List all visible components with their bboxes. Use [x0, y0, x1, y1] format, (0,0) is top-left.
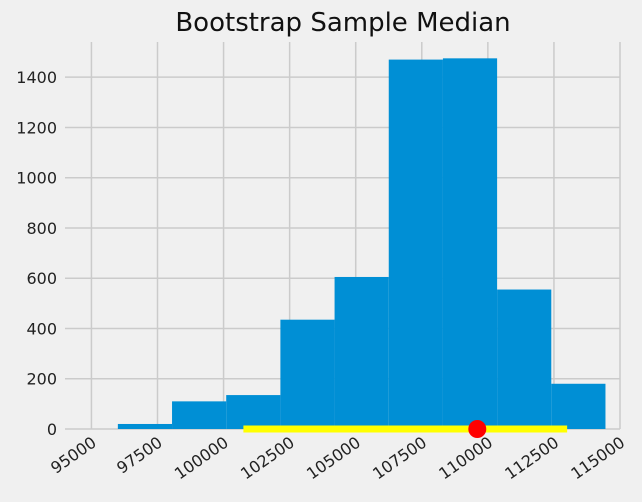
histogram-bars: [117, 58, 606, 430]
x-tick-label: 100000: [171, 433, 232, 484]
x-tick-label: 107500: [369, 433, 430, 484]
x-tick-label: 105000: [303, 433, 364, 484]
y-tick-label: 0: [47, 420, 57, 439]
x-tick-label: 115000: [567, 433, 628, 484]
chart-title: Bootstrap Sample Median: [175, 8, 510, 38]
y-tick-label: 800: [26, 219, 57, 238]
x-tick-labels: 95000 97500 100000 102500 105000 107500 110000…: [47, 433, 628, 484]
x-tick-label: 112500: [501, 433, 562, 484]
histogram-bar: [280, 319, 335, 429]
histogram-bar: [551, 383, 606, 429]
y-tick-label: 1200: [16, 118, 57, 137]
observed-median-marker: [468, 420, 487, 438]
y-tick-label: 200: [26, 370, 57, 389]
histogram-bar: [226, 395, 281, 429]
x-tick-label: 97500: [113, 433, 166, 478]
y-tick-label: 1400: [16, 68, 57, 87]
x-tick-label: 110000: [435, 433, 496, 484]
histogram-bar: [172, 401, 227, 429]
histogram-bar: [388, 59, 443, 429]
y-tick-labels: 0 200 400 600 800 1000 1200 1400: [16, 68, 57, 439]
histogram-bar: [442, 58, 498, 430]
y-tick-label: 400: [26, 319, 57, 338]
y-tick-label: 1000: [16, 169, 57, 188]
x-tick-label: 102500: [237, 433, 298, 484]
confidence-overlay: [243, 420, 568, 438]
y-tick-label: 600: [26, 269, 57, 288]
histogram-bar: [334, 276, 389, 429]
histogram-bar: [497, 289, 552, 429]
histogram-bar: [117, 423, 173, 429]
x-tick-label: 95000: [47, 433, 100, 478]
